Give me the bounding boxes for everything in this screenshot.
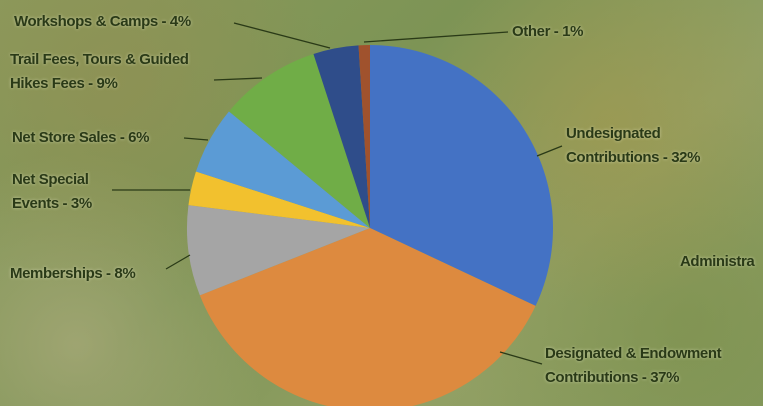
slice-label: Workshops & Camps - 4%: [14, 10, 244, 34]
page: Undesignated Contributions - 32% Designa…: [0, 0, 763, 406]
slice-label: Undesignated Contributions - 32%: [566, 122, 716, 170]
leader-line: [214, 78, 262, 80]
slice-label: Memberships - 8%: [10, 262, 180, 286]
leader-line: [234, 23, 330, 48]
slice-label: Designated & Endowment Contributions - 3…: [545, 342, 760, 390]
leader-line: [500, 352, 542, 364]
slice-label: Net Store Sales - 6%: [12, 126, 192, 150]
annotation: Administra: [680, 250, 754, 274]
leader-line: [364, 32, 508, 42]
slice-label: Trail Fees, Tours & Guided Hikes Fees - …: [10, 48, 200, 96]
pie: [187, 45, 553, 406]
leader-line: [537, 146, 562, 156]
slice-label: Other - 1%: [512, 20, 632, 44]
slice-label: Net Special Events - 3%: [12, 168, 112, 216]
